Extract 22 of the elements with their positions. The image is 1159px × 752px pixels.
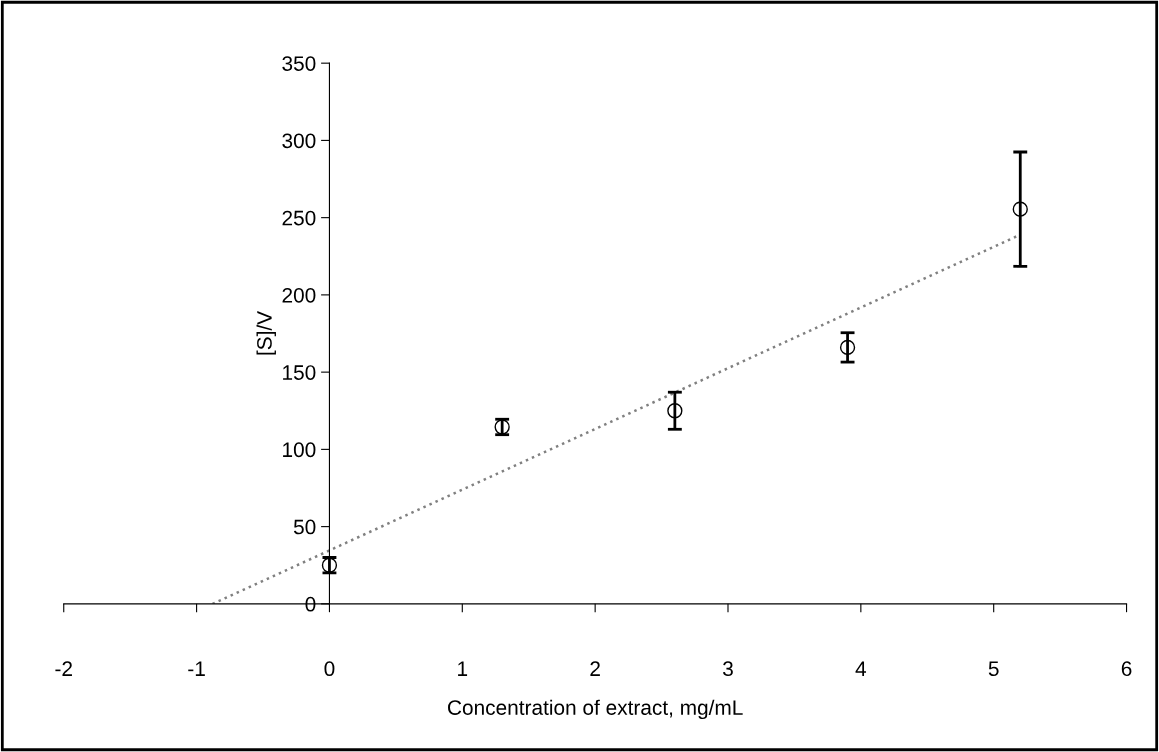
y-tick-label: 300: [282, 133, 316, 149]
point: [321, 557, 338, 573]
y-tick-label: 50: [293, 519, 316, 535]
x-tick-label: 5: [988, 661, 999, 677]
y-tick-label: 100: [283, 442, 316, 458]
y-axis-title: [S]/V: [256, 311, 276, 355]
x-tick-label: 3: [723, 661, 733, 677]
y-tick-label: 350: [282, 56, 316, 71]
y-tick-label: 150: [283, 365, 316, 380]
point: [1012, 201, 1028, 217]
y-tick-label: 250: [282, 210, 316, 226]
x-tick-label: 2: [590, 661, 600, 676]
x-tick-label: 1: [458, 661, 468, 676]
x-tick-label: 0: [324, 661, 335, 677]
point: [667, 403, 683, 419]
x-axis-title: Concentration of extract, mg/mL: [448, 699, 743, 720]
y-tick-label: 200: [282, 287, 316, 303]
x-tick-label: -1: [188, 661, 205, 676]
x-tick-label: 4: [855, 661, 867, 676]
point: [839, 339, 856, 356]
x-tick-label: 6: [1121, 661, 1132, 677]
x-tick-label: -2: [55, 661, 72, 676]
